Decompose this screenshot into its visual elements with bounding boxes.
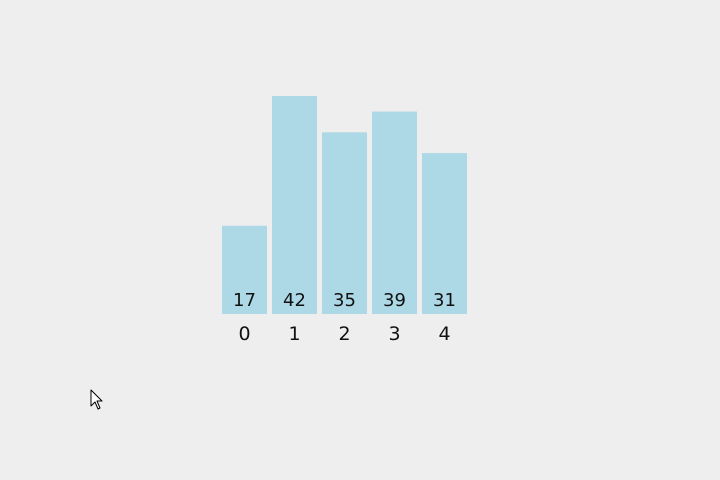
bar-index-label: 0: [238, 323, 250, 345]
bar-0: [222, 225, 267, 314]
bar-index-label: 2: [338, 323, 350, 345]
bar-index-label: 3: [388, 323, 400, 345]
bar-value-label: 17: [233, 290, 256, 311]
bar-3: [372, 111, 417, 314]
bar-1: [272, 96, 317, 314]
bar-index-label: 1: [288, 323, 300, 345]
bar-4: [422, 153, 467, 314]
bar-value-label: 42: [283, 290, 306, 311]
bar-value-label: 39: [383, 290, 406, 311]
bar-value-label: 31: [433, 290, 456, 311]
bar-index-label: 4: [438, 323, 450, 345]
mouse-cursor-icon: [90, 389, 103, 410]
bar-2: [322, 132, 367, 314]
bar-value-label: 35: [333, 290, 356, 311]
